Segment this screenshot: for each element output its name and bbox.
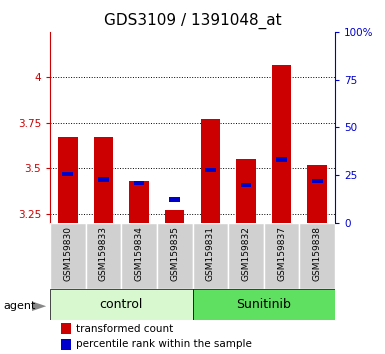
Polygon shape — [32, 301, 46, 311]
Text: GSM159833: GSM159833 — [99, 226, 108, 281]
Text: control: control — [100, 298, 143, 311]
Bar — [62, 338, 72, 350]
Text: GSM159832: GSM159832 — [241, 226, 250, 281]
Bar — [241, 183, 251, 187]
Bar — [192, 289, 335, 320]
Bar — [129, 181, 149, 223]
Bar — [236, 159, 256, 223]
Bar — [50, 223, 85, 289]
Bar — [272, 65, 291, 223]
Bar — [165, 210, 184, 223]
Text: GSM159834: GSM159834 — [135, 226, 144, 281]
Title: GDS3109 / 1391048_at: GDS3109 / 1391048_at — [104, 13, 281, 29]
Bar — [134, 181, 144, 185]
Text: GSM159831: GSM159831 — [206, 226, 215, 281]
Bar — [98, 177, 109, 182]
Text: Sunitinib: Sunitinib — [236, 298, 291, 311]
Bar — [85, 223, 121, 289]
Bar — [94, 137, 113, 223]
Bar — [205, 168, 216, 172]
Bar — [192, 223, 228, 289]
Bar — [307, 165, 327, 223]
Bar — [62, 172, 73, 176]
Bar — [58, 137, 78, 223]
Text: percentile rank within the sample: percentile rank within the sample — [76, 339, 251, 349]
Bar — [276, 157, 287, 161]
Text: GSM159837: GSM159837 — [277, 226, 286, 281]
Bar — [201, 119, 220, 223]
Bar — [264, 223, 300, 289]
Text: GSM159838: GSM159838 — [313, 226, 321, 281]
Bar — [157, 223, 192, 289]
Text: GSM159830: GSM159830 — [64, 226, 72, 281]
Bar — [62, 323, 72, 334]
Bar — [121, 223, 157, 289]
Bar — [228, 223, 264, 289]
Bar — [312, 179, 323, 183]
Bar — [300, 223, 335, 289]
Bar — [169, 197, 180, 202]
Text: transformed count: transformed count — [76, 324, 173, 334]
Text: agent: agent — [4, 301, 36, 311]
Text: GSM159835: GSM159835 — [170, 226, 179, 281]
Bar — [50, 289, 192, 320]
